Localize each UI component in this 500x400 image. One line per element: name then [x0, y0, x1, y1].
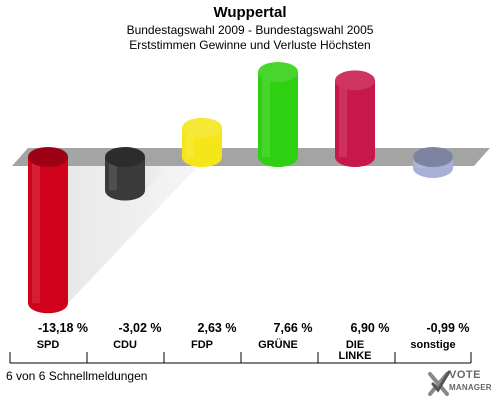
checkmark-x-icon — [428, 370, 451, 396]
value-label-cdu: -3,02 % — [118, 321, 161, 335]
bar-cap — [258, 61, 298, 82]
bar-highlight — [339, 80, 347, 157]
bar-body — [335, 80, 375, 167]
bar-highlight — [186, 127, 194, 157]
category-label-gr-ne: GRÜNE — [258, 338, 298, 351]
category-label-spd: SPD — [37, 339, 60, 351]
bar-highlight — [109, 157, 117, 191]
category-label-fdp: FDP — [191, 339, 213, 351]
bar-body — [28, 157, 68, 314]
bar-cap — [182, 117, 222, 138]
bar-body — [105, 157, 145, 201]
category-label-cdu: CDU — [113, 339, 137, 351]
bar-body — [182, 127, 222, 167]
bar-spd — [28, 147, 68, 314]
value-label-spd: -13,18 % — [38, 321, 88, 335]
bar-die-linke — [335, 70, 375, 167]
category-label-die-linke: LINKE — [339, 350, 372, 362]
value-label-gr-ne: 7,66 % — [274, 321, 313, 335]
bar-highlight — [262, 71, 270, 157]
logo-line1: VOTE — [449, 369, 481, 381]
bar-cap — [105, 147, 145, 167]
bar-highlight — [32, 157, 40, 304]
footer-note: 6 von 6 Schnellmeldungen — [6, 369, 148, 383]
chart-title: Wuppertal — [213, 4, 287, 21]
vote-manager-logo: VOTE MANAGER — [425, 366, 500, 400]
bar-cap — [28, 147, 68, 167]
chart-subtitle-2: Erststimmen Gewinne und Verluste Höchste… — [129, 38, 371, 52]
value-label-sonstige: -0,99 % — [426, 321, 469, 335]
bar-cdu — [105, 147, 145, 201]
chart-subtitle-1: Bundestagswahl 2009 - Bundestagswahl 200… — [126, 23, 374, 37]
bar-gr-ne — [258, 61, 298, 167]
bar-sonstige — [413, 147, 453, 178]
value-label-fdp: 2,63 % — [198, 321, 237, 335]
bar-body — [258, 71, 298, 167]
category-label-sonstige: sonstige — [410, 339, 455, 351]
bar-cap — [335, 70, 375, 91]
bar-cap — [413, 147, 453, 167]
bar-fdp — [182, 117, 222, 167]
category-label-die-linke: DIE — [346, 339, 364, 351]
bar-shadow-spd — [68, 157, 200, 304]
logo-line2: MANAGER — [449, 383, 492, 392]
value-label-die-linke: 6,90 % — [351, 321, 390, 335]
